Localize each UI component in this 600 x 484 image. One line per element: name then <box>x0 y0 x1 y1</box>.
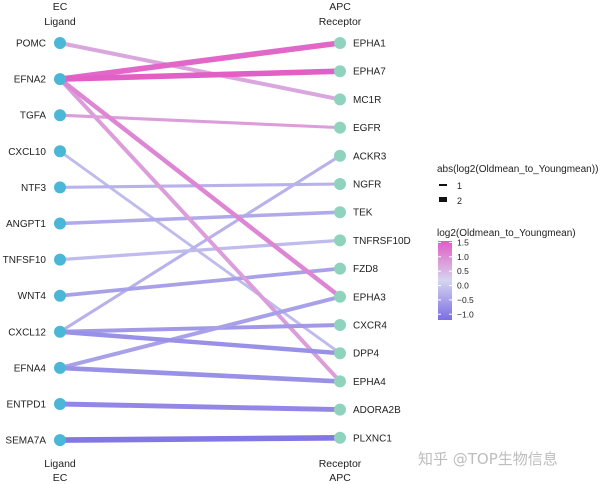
ligand-node-tnfsf10 <box>54 253 66 266</box>
receptor-node-egfr <box>334 121 346 134</box>
receptor-label-fzd8: FZD8 <box>353 264 378 275</box>
receptor-label-cxcr4: CXCR4 <box>353 321 387 332</box>
link-efna2-epha3 <box>58 77 342 299</box>
ligand-label-efna4: EFNA4 <box>14 363 47 374</box>
ligand-node-entpd1 <box>54 398 66 410</box>
links-layer <box>58 40 342 443</box>
size-legend-label-1: 1 <box>457 181 462 191</box>
right-top-title-line2: Receptor <box>319 16 362 28</box>
receptor-node-ackr3 <box>334 149 346 162</box>
ligand-node-pomc <box>54 37 66 49</box>
link-efna4-epha3 <box>59 294 341 370</box>
size-legend-key-1 <box>439 184 447 186</box>
receptor-label-dpp4: DPP4 <box>353 349 380 360</box>
receptor-node-epha1 <box>334 37 346 49</box>
receptor-node-mc1r <box>334 93 346 106</box>
link-wnt4-fzd8 <box>59 266 341 298</box>
receptor-label-egfr: EGFR <box>353 123 381 134</box>
receptor-node-adora2b <box>334 403 346 416</box>
watermark-text: 知乎 @TOP生物信息 <box>418 450 558 468</box>
receptor-node-cxcr4 <box>334 319 346 331</box>
receptor-node-plxnc1 <box>334 431 346 444</box>
ligand-label-angpt1: ANGPT1 <box>6 219 46 230</box>
link-cxcl10-dpp4 <box>59 150 341 355</box>
colorbar-tick-label: 0.0 <box>457 281 469 291</box>
receptor-node-epha7 <box>334 65 346 78</box>
receptor-node-tnfrsf10d <box>334 234 346 247</box>
ligand-node-wnt4 <box>54 289 66 302</box>
receptor-node-epha3 <box>334 290 346 303</box>
link-efna2-epha1 <box>59 40 341 82</box>
receptor-label-epha7: EPHA7 <box>353 67 386 78</box>
color-legend-ticks: 1.5 1.0 0.5 0.0 −0.5 −1.0 <box>438 237 474 319</box>
colorbar-tick-label: 1.0 <box>457 252 469 262</box>
receptor-label-epha3: EPHA3 <box>353 292 386 303</box>
link-tnfsf10-tnfrsf10d <box>59 238 341 262</box>
receptor-label-ackr3: ACKR3 <box>353 151 387 162</box>
colorbar-tick-label: −0.5 <box>457 295 474 305</box>
receptor-label-adora2b: ADORA2B <box>353 405 401 416</box>
ligand-label-cxcl10: CXCL10 <box>8 147 46 158</box>
size-legend: abs(log2(Oldmean_to_Youngmean)) 1 2 <box>437 164 598 206</box>
link-entpd1-adora2b <box>59 401 341 413</box>
ligand-label-efna2: EFNA2 <box>14 75 47 86</box>
link-cxcl12-cxcr4 <box>59 323 341 334</box>
colorbar-tick-label: 1.5 <box>457 237 469 247</box>
ligand-node-efna4 <box>54 361 66 374</box>
ligand-label-wnt4: WNT4 <box>18 291 47 302</box>
ligand-node-angpt1 <box>54 217 66 230</box>
ligand-label-pomc: POMC <box>16 39 46 50</box>
receptor-label-tnfrsf10d: TNFRSF10D <box>353 236 411 247</box>
color-legend: log2(Oldmean_to_Youngmean) 1.5 1.0 0.5 0.0 −… <box>437 228 576 320</box>
nodes-layer <box>54 37 346 447</box>
ligand-node-cxcl12 <box>54 325 66 338</box>
left-bottom-title-line1: Ligand <box>44 458 76 470</box>
link-pomc-mc1r <box>59 41 341 102</box>
right-bottom-title-line1: Receptor <box>319 458 362 470</box>
right-top-title-line1: APC <box>329 1 351 13</box>
receptor-node-dpp4 <box>334 347 346 360</box>
receptor-node-ngfr <box>334 178 346 190</box>
ligand-node-tgfa <box>54 109 66 122</box>
size-legend-key-2 <box>439 197 447 202</box>
ligand-node-sema7a <box>54 434 66 447</box>
receptor-label-epha1: EPHA1 <box>353 39 386 50</box>
link-efna2-epha7 <box>59 68 341 82</box>
receptor-node-tek <box>334 206 346 219</box>
left-top-title-line2: Ligand <box>44 16 76 28</box>
link-cxcl12-ackr3 <box>59 154 341 334</box>
ligand-label-tnfsf10: TNFSF10 <box>3 255 47 266</box>
receptor-node-epha4 <box>334 375 346 388</box>
left-top-title-line1: EC <box>53 1 68 13</box>
link-cxcl12-dpp4 <box>59 329 341 356</box>
ligand-node-cxcl10 <box>54 145 66 158</box>
link-sema7a-plxnc1 <box>59 435 341 443</box>
link-efna4-epha4 <box>59 365 341 384</box>
size-legend-title: abs(log2(Oldmean_to_Youngmean)) <box>437 164 598 175</box>
left-bottom-title-line2: EC <box>53 472 68 484</box>
color-legend-title: log2(Oldmean_to_Youngmean) <box>437 228 576 239</box>
receptor-node-fzd8 <box>334 262 346 275</box>
ligand-label-ntf3: NTF3 <box>21 183 46 194</box>
labels-layer: POMC EFNA2 TGFA CXCL10 NTF3 ANGPT1 TNFSF10 WNT4… <box>3 39 411 447</box>
receptor-label-mc1r: MC1R <box>353 95 381 106</box>
colorbar-tick-label: −1.0 <box>457 309 474 319</box>
receptor-label-epha4: EPHA4 <box>353 377 386 388</box>
right-bottom-title-line2: APC <box>329 472 351 484</box>
receptor-label-ngfr: NGFR <box>353 180 381 191</box>
ligand-label-entpd1: ENTPD1 <box>7 400 47 411</box>
receptor-label-tek: TEK <box>353 208 373 219</box>
ligand-label-tgfa: TGFA <box>20 111 46 122</box>
link-efna2-epha4 <box>58 77 342 383</box>
ligand-label-cxcl12: CXCL12 <box>8 327 46 338</box>
ligand-node-ntf3 <box>54 181 66 194</box>
receptor-label-plxnc1: PLXNC1 <box>353 433 392 444</box>
ligand-label-sema7a: SEMA7A <box>5 436 46 447</box>
size-legend-label-2: 2 <box>457 196 462 206</box>
link-angpt1-tek <box>59 210 341 226</box>
color-legend-bar <box>438 241 452 320</box>
ligand-node-efna2 <box>54 73 66 86</box>
colorbar-tick-label: 0.5 <box>457 266 469 276</box>
